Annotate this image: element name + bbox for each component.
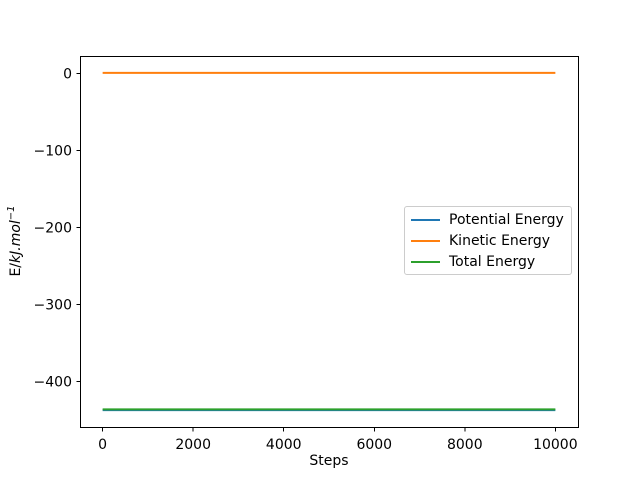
axes-frame	[80, 56, 579, 428]
y-tick-label: 0	[63, 67, 72, 83]
y-tick-label: −200	[34, 221, 72, 237]
x-tick-label: 0	[98, 437, 107, 453]
x-tick-label: 10000	[533, 437, 578, 453]
legend-item-total-energy: Total Energy	[411, 253, 564, 270]
y-axis-label-prefix: E/	[7, 262, 24, 277]
legend-item-potential-energy: Potential Energy	[411, 211, 564, 228]
x-tick-label: 2000	[175, 437, 211, 453]
x-tick-label: 8000	[447, 437, 483, 453]
y-axis-label: E/kJ.mol−1	[6, 205, 24, 276]
x-tick-label: 6000	[356, 437, 392, 453]
legend: Potential Energy Kinetic Energy Total En…	[404, 206, 572, 275]
x-tick-label: 4000	[266, 437, 302, 453]
y-tick-label: −100	[34, 144, 72, 160]
legend-label-potential-energy: Potential Energy	[449, 211, 564, 228]
legend-label-total-energy: Total Energy	[449, 253, 536, 270]
x-axis-label: Steps	[309, 453, 349, 469]
legend-item-kinetic-energy: Kinetic Energy	[411, 232, 564, 249]
y-tick-label: −300	[34, 298, 72, 314]
y-axis-label-exponent: −1	[6, 205, 18, 221]
legend-label-kinetic-energy: Kinetic Energy	[449, 232, 551, 249]
kinetic-energy-line-swatch	[411, 239, 440, 242]
y-tick-label: −400	[34, 375, 72, 391]
total-energy-line-swatch	[411, 260, 440, 263]
y-axis-label-units: kJ.mol	[7, 220, 24, 263]
potential-energy-line-swatch	[411, 218, 440, 221]
